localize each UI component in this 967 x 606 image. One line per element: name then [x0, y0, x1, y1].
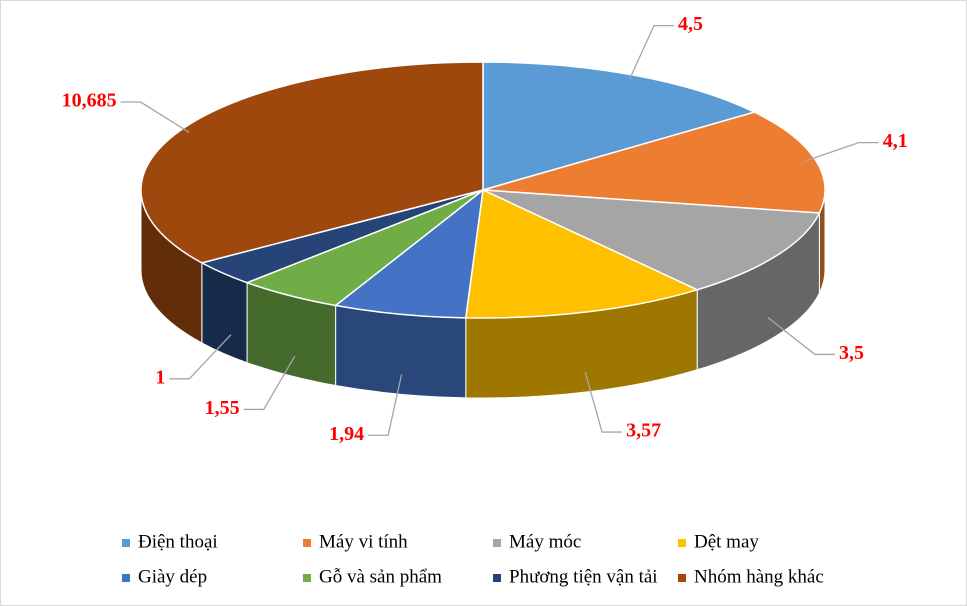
leader-line — [767, 317, 835, 356]
data-label: 1,55 — [205, 397, 240, 419]
pie-slice — [482, 111, 826, 214]
legend-swatch — [493, 539, 501, 547]
leader-line — [120, 101, 190, 133]
legend-swatch — [678, 574, 686, 582]
legend-label: Giày dép — [138, 566, 207, 587]
data-label: 3,5 — [839, 342, 864, 364]
legend-swatch — [303, 574, 311, 582]
pie-slice — [482, 189, 821, 291]
pie-slice — [333, 188, 484, 319]
legend-swatch — [122, 539, 130, 547]
legend-label: Máy vi tính — [319, 531, 408, 552]
legend-swatch — [678, 539, 686, 547]
leader-line — [629, 24, 674, 79]
data-label: 10,685 — [62, 90, 117, 112]
pie-slice — [140, 61, 484, 264]
data-label: 4,1 — [883, 130, 908, 152]
leader-line — [584, 371, 623, 433]
legend-label: Phương tiện vận tải — [509, 566, 658, 587]
legend-swatch — [493, 574, 501, 582]
legend-swatch — [122, 574, 130, 582]
legend-label: Dệt may — [694, 531, 759, 552]
legend-label: Điện thoại — [138, 531, 218, 552]
data-label: 1,94 — [329, 423, 364, 445]
legend-label: Gỗ và sản phẩm — [319, 566, 442, 587]
leader-line — [243, 355, 296, 411]
data-label: 3,57 — [626, 420, 661, 442]
leader-line — [368, 374, 403, 436]
legend-label: Máy móc — [509, 531, 581, 552]
data-label: 1 — [155, 366, 165, 388]
pie-slice — [482, 61, 757, 191]
leader-line — [169, 334, 232, 380]
leader-line — [805, 141, 879, 162]
data-label: 4,5 — [678, 13, 703, 35]
legend-label: Nhóm hàng khác — [694, 566, 824, 587]
pie-slice-side — [335, 304, 467, 399]
pie-slice — [464, 188, 700, 319]
legend-swatch — [303, 539, 311, 547]
